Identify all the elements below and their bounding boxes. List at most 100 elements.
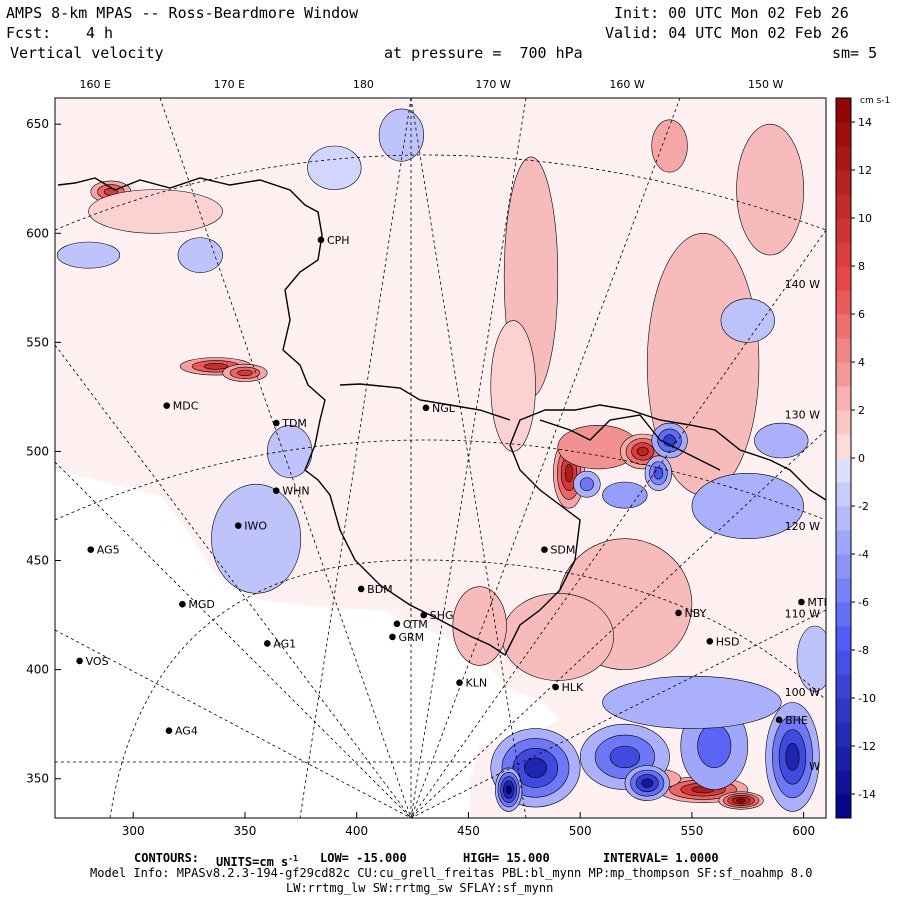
- station-label: VOS: [86, 655, 109, 668]
- colorbar-swatch: [836, 314, 851, 339]
- x-tick-label: 300: [122, 824, 145, 838]
- longitude-label: 160 E: [79, 78, 110, 91]
- x-tick-label: 450: [457, 824, 480, 838]
- downdraft-contour: [211, 483, 302, 594]
- station-dot: [163, 402, 171, 409]
- updraft-contour: [501, 592, 614, 681]
- colorbar-tick-label: -8: [858, 644, 869, 657]
- longitude-label-right: 100 W: [785, 686, 820, 699]
- downdraft-contour: [602, 675, 782, 729]
- station-dot: [541, 546, 548, 553]
- updraft-contour: [237, 369, 253, 377]
- updraft-contour: [736, 798, 746, 803]
- colorbar-swatch: [836, 290, 851, 315]
- station-label: TDM: [281, 417, 307, 430]
- updraft-contour: [490, 320, 536, 452]
- station-dot: [234, 522, 242, 529]
- field-features: [56, 108, 826, 812]
- station-dot: [357, 585, 365, 593]
- downdraft-contour: [641, 778, 654, 788]
- colorbar-swatch: [836, 434, 851, 459]
- longitude-label: 170 E: [214, 78, 245, 91]
- x-tick-label: 350: [234, 824, 257, 838]
- station-hlk: HLK: [552, 681, 584, 694]
- updraft-contour: [88, 189, 223, 234]
- colorbar-swatch: [836, 362, 851, 387]
- station-dot: [456, 679, 463, 687]
- station-label: MTK: [807, 596, 831, 609]
- x-tick-label: 600: [792, 824, 815, 838]
- station-iwo: IWO: [234, 520, 267, 533]
- y-tick-label: 650: [26, 117, 49, 131]
- station-dot: [165, 727, 173, 735]
- station-dot: [420, 611, 428, 619]
- station-ag4: AG4: [165, 725, 198, 738]
- downdraft-contour: [56, 241, 121, 269]
- station-label: HSD: [716, 635, 740, 648]
- station-cph: CPH: [317, 234, 350, 247]
- colorbar-tick-label: -2: [858, 500, 869, 513]
- colorbar-swatch: [836, 170, 851, 195]
- colorbar-tick-label: -12: [858, 740, 876, 753]
- colorbar-swatch: [836, 218, 851, 243]
- station-mtk: MTK: [798, 596, 831, 609]
- colorbar-tick-label: 2: [858, 404, 865, 417]
- station-vos: VOS: [76, 655, 109, 668]
- downdraft-contour: [653, 467, 664, 480]
- station-markers: CPH NGL MDC TDM WHN IWO AG5 SDM BDM MGD NBY SHGOTMG…: [76, 234, 831, 738]
- station-dot: [393, 620, 401, 628]
- station-mgd: MGD: [179, 598, 215, 611]
- updraft-contour: [452, 586, 507, 666]
- plot-frame: [54, 97, 827, 819]
- station-tdm: TDM: [272, 417, 307, 430]
- station-dot: [422, 404, 430, 412]
- model-info: Model Info: MPASv8.2.3-194-gf29cd82c CU:…: [90, 866, 813, 880]
- downdraft-contour: [602, 481, 648, 509]
- longitude-label: 150 W: [748, 78, 783, 91]
- downdraft-contour: [505, 784, 512, 795]
- station-label: MGD: [188, 598, 215, 611]
- contours-label: CONTOURS:: [134, 851, 200, 865]
- plot-area: CPH NGL MDC TDM WHN IWO AG5 SDM BDM MGD NBY SHGOTMG…: [55, 98, 831, 818]
- longitude-label-right: W: [809, 760, 820, 773]
- station-dot: [264, 640, 271, 647]
- colorbar-swatch: [836, 626, 851, 651]
- station-label: AG5: [97, 544, 120, 557]
- station-label: KLN: [465, 677, 487, 690]
- downdraft-contour: [609, 745, 641, 769]
- station-label: BHE: [785, 714, 808, 727]
- updraft-contour: [564, 464, 574, 483]
- station-dot: [389, 633, 396, 641]
- colorbar-swatch: [836, 602, 851, 627]
- station-nby: NBY: [675, 607, 707, 620]
- valid-time: Valid: 04 UTC Mon 02 Feb 26: [605, 24, 849, 42]
- colorbar-swatch: [836, 242, 851, 267]
- lat-lon-grid: [55, 98, 826, 818]
- station-ngl: NGL: [422, 402, 456, 415]
- station-dot: [272, 419, 280, 427]
- y-tick-label: 500: [26, 444, 49, 458]
- y-tick-label: 550: [26, 335, 49, 349]
- longitude-label: 160 W: [609, 78, 644, 91]
- coastline: [57, 177, 826, 657]
- station-mdc: MDC: [163, 400, 199, 413]
- station-dot: [552, 683, 559, 691]
- colorbar-tick-label: -4: [858, 548, 869, 561]
- x-tick-label: 400: [345, 824, 368, 838]
- downdraft-contour: [754, 422, 809, 459]
- colorbar-swatch: [836, 674, 851, 699]
- longitude-label-right: 110 W: [785, 607, 820, 620]
- longitude-label: 170 W: [475, 78, 510, 91]
- downdraft-contour: [691, 472, 804, 540]
- colorbar-swatch: [836, 722, 851, 747]
- station-dot: [675, 609, 682, 617]
- longitude-label-right: 120 W: [785, 520, 820, 533]
- colorbar-swatch: [836, 458, 851, 483]
- station-hsd: HSD: [706, 635, 740, 648]
- station-label: BDM: [367, 583, 393, 596]
- station-dot: [775, 716, 783, 724]
- field-name: Vertical velocity: [10, 44, 164, 62]
- downdraft-contour: [697, 723, 732, 769]
- station-label: SHG: [430, 609, 454, 622]
- station-dot: [706, 637, 714, 645]
